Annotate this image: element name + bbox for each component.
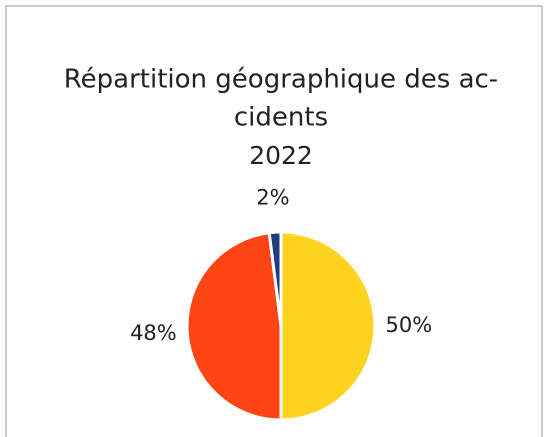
pie-slice xyxy=(267,230,283,328)
pie-slice xyxy=(279,230,377,422)
card-border xyxy=(5,5,543,437)
chart-title: cidents xyxy=(234,103,328,133)
chart-subtitle: 2022 xyxy=(249,141,313,170)
pie-slice xyxy=(185,231,283,422)
data-label: 2% xyxy=(256,185,289,209)
data-label: 50% xyxy=(385,313,432,337)
data-label: 48% xyxy=(130,321,177,345)
chart-title: Répartition géographique des ac- xyxy=(64,65,498,95)
